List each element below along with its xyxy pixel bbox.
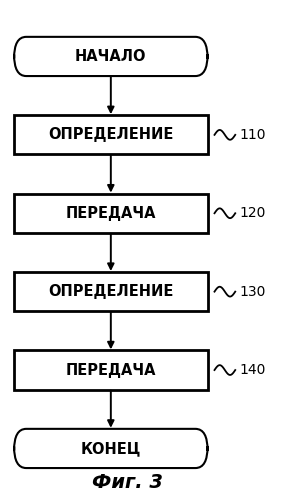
Text: НАЧАЛО: НАЧАЛО [75,49,147,64]
FancyBboxPatch shape [14,37,208,76]
Bar [14,194,208,233]
Text: 110: 110 [239,128,266,142]
Text: КОНЕЦ: КОНЕЦ [81,441,141,456]
Text: 130: 130 [239,284,266,298]
Bar [14,116,208,154]
Bar [14,272,208,311]
Text: Фиг. 3: Фиг. 3 [92,473,163,492]
Text: 140: 140 [239,363,266,377]
Text: ПЕРЕДАЧА: ПЕРЕДАЧА [66,206,156,221]
Text: ОПРЕДЕЛЕНИЕ: ОПРЕДЕЛЕНИЕ [48,284,173,299]
Text: 120: 120 [239,206,266,220]
Text: ПЕРЕДАЧА: ПЕРЕДАЧА [66,362,156,378]
Bar [14,350,208,390]
FancyBboxPatch shape [14,429,208,468]
Text: ОПРЕДЕЛЕНИЕ: ОПРЕДЕЛЕНИЕ [48,128,173,142]
